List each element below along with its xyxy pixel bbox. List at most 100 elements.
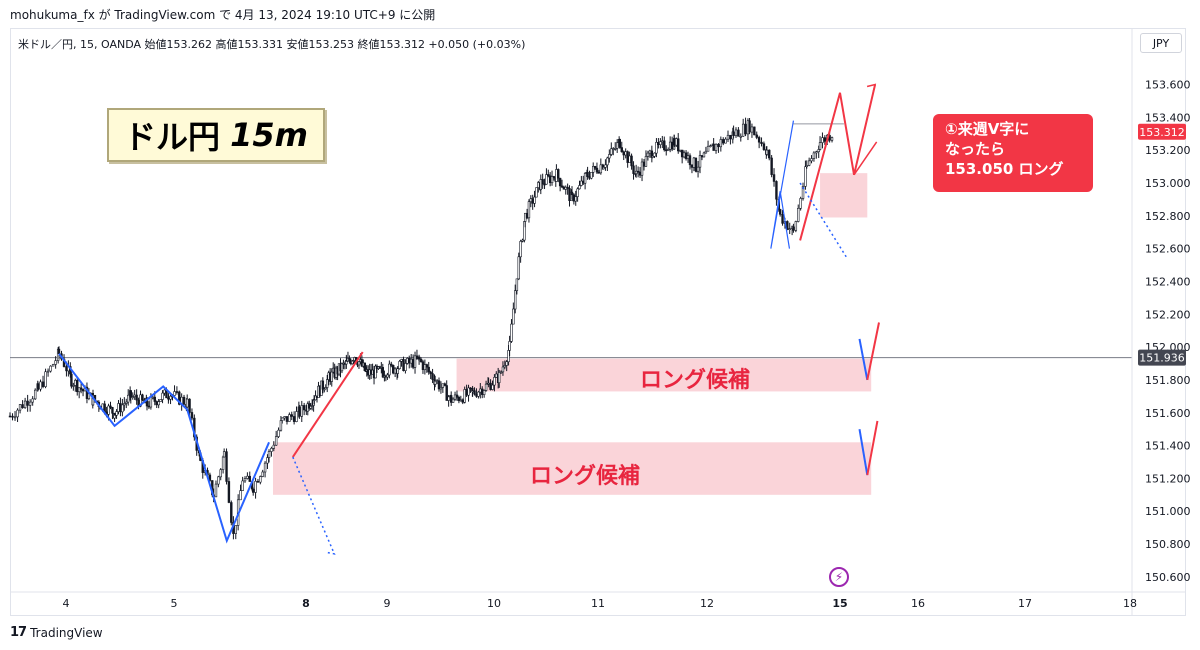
candle-body — [807, 160, 811, 166]
candle-body — [578, 185, 581, 190]
y-tick-label: 153.200 — [1145, 144, 1191, 157]
callout-line-3: 153.050 ロング — [945, 160, 1064, 178]
x-tick-label: 8 — [302, 597, 310, 610]
candle-body — [686, 155, 690, 159]
candle-body — [527, 201, 531, 219]
candle-body — [552, 176, 556, 179]
candle-body — [580, 180, 583, 186]
candle-body — [208, 474, 212, 481]
candle-body — [175, 391, 179, 393]
candle-body — [622, 151, 625, 156]
candle-body — [298, 406, 301, 417]
candle-body — [817, 149, 820, 153]
lightning-icon[interactable]: ⚡ — [829, 567, 849, 587]
candle-body — [225, 451, 228, 482]
candle-body — [684, 152, 688, 159]
candle-body — [499, 371, 503, 374]
candle-body — [161, 392, 164, 400]
candle-body — [521, 239, 524, 242]
footer-brand: TradingView — [30, 625, 103, 640]
candle-body — [753, 126, 756, 136]
candle-body — [620, 147, 623, 153]
candle-body — [786, 221, 789, 230]
candle-body — [582, 180, 585, 184]
x-tick-label: 15 — [832, 597, 847, 610]
candle-body — [529, 198, 533, 202]
candle-body — [606, 157, 609, 166]
candle-body — [279, 420, 283, 431]
candle-body — [519, 241, 522, 258]
candle-body — [447, 396, 450, 401]
candle-body — [254, 480, 257, 493]
candle-body — [283, 416, 286, 419]
red-trend-line — [291, 351, 364, 458]
chart-frame — [10, 28, 1186, 616]
blue-dotted-arrow-1 — [292, 456, 336, 555]
candle-body — [514, 290, 517, 310]
callout-line-1: ①来週V字に — [945, 120, 1030, 138]
candle-body — [133, 394, 136, 397]
candle-body — [630, 155, 633, 167]
candle-body — [445, 385, 448, 401]
candle-body — [274, 436, 278, 446]
candle-body — [729, 134, 732, 140]
upper-zone — [456, 358, 872, 392]
candle-body — [46, 370, 50, 373]
candle-body — [13, 416, 17, 419]
candle-body — [157, 401, 160, 406]
x-tick-label: 18 — [1123, 597, 1137, 610]
candle-body — [406, 358, 409, 364]
candle-body — [801, 186, 805, 199]
candle-body — [463, 389, 466, 403]
candle-body — [797, 208, 800, 222]
candle-body — [36, 383, 40, 390]
candle-body — [443, 383, 446, 386]
candle-body — [757, 137, 761, 143]
candle-body — [51, 364, 55, 367]
y-tick-label: 151.200 — [1145, 472, 1191, 485]
candle-body — [167, 397, 170, 400]
y-tick-label: 152.600 — [1145, 243, 1191, 256]
candle-body — [692, 157, 696, 168]
candle-body — [568, 188, 571, 201]
candle-body — [531, 198, 534, 204]
candle-body — [781, 214, 784, 224]
candle-body — [388, 363, 391, 376]
candle-body — [548, 175, 552, 184]
candle-body — [465, 389, 468, 396]
candle-body — [81, 389, 85, 392]
candle-body — [724, 138, 727, 144]
candle-body — [145, 397, 149, 407]
candle-body — [810, 158, 813, 162]
candle-body — [453, 394, 457, 400]
candle-body — [441, 383, 445, 388]
candle-body — [714, 143, 718, 151]
y-tick-label: 151.000 — [1145, 505, 1191, 518]
candle-body — [357, 361, 361, 366]
candle-body — [439, 387, 443, 390]
y-tick-label: 152.800 — [1145, 210, 1191, 223]
candle-body — [775, 181, 778, 200]
candle-body — [640, 161, 644, 176]
candle-body — [351, 360, 354, 365]
candle-body — [533, 196, 536, 204]
candle-body — [159, 399, 162, 402]
currency-button[interactable]: JPY — [1140, 33, 1182, 53]
candle-body — [402, 359, 405, 372]
candle-body — [312, 399, 316, 402]
candle-body — [390, 363, 393, 366]
candle-body — [427, 366, 430, 373]
candle-body — [241, 480, 244, 491]
candle-body — [135, 394, 138, 401]
candle-body — [308, 403, 311, 409]
candle-body — [239, 490, 242, 501]
candle-body — [706, 145, 710, 152]
candle-body — [243, 478, 247, 482]
candle-body — [765, 149, 769, 155]
candle-body — [219, 469, 222, 478]
candle-body — [321, 380, 325, 390]
candle-body — [682, 152, 686, 158]
candle-body — [246, 475, 249, 479]
candle-body — [688, 155, 692, 166]
